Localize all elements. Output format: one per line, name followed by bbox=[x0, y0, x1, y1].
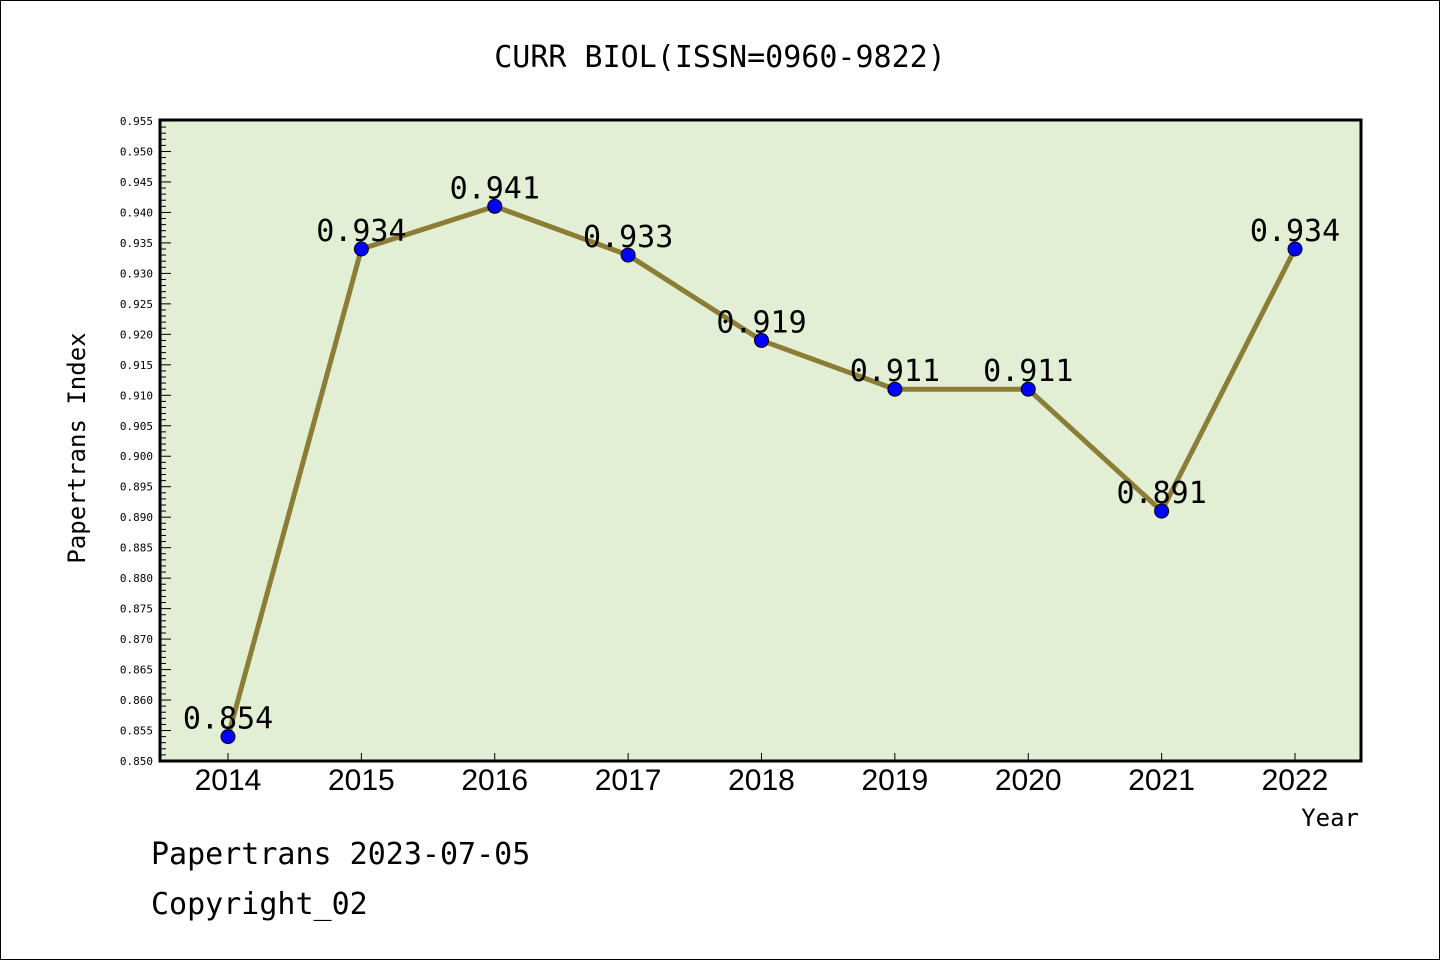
y-axis-ticks: 0.850 0.855 0.860 0.865 0.870 0.875 0.880 0.885… bbox=[120, 115, 171, 768]
y-tick-label: 0.890 bbox=[120, 511, 153, 524]
y-tick-label: 0.865 bbox=[120, 664, 153, 677]
data-point bbox=[353, 241, 369, 257]
y-tick-label: 0.885 bbox=[120, 542, 153, 555]
x-tick-label: 2018 bbox=[728, 764, 795, 797]
y-tick-label: 0.855 bbox=[120, 725, 153, 738]
y-tick-label: 0.950 bbox=[120, 145, 153, 158]
data-label: 0.941 bbox=[450, 171, 540, 206]
data-labels: 0.854 0.934 0.941 0.933 0.919 0.911 0.911 0.891… bbox=[183, 171, 1340, 736]
y-tick-label: 0.945 bbox=[120, 176, 153, 189]
data-point bbox=[1154, 503, 1170, 519]
y-tick-label: 0.925 bbox=[120, 298, 153, 311]
y-tick-label: 0.880 bbox=[120, 572, 153, 585]
x-tick-label: 2015 bbox=[328, 764, 395, 797]
series-layer bbox=[220, 198, 1303, 745]
x-tick-label: 2019 bbox=[862, 764, 929, 797]
data-label: 0.934 bbox=[316, 214, 406, 249]
x-tick-label: 2022 bbox=[1262, 764, 1329, 797]
y-tick-label: 0.935 bbox=[120, 237, 153, 250]
x-tick-label: 2014 bbox=[195, 764, 262, 797]
y-tick-label: 0.900 bbox=[120, 450, 153, 463]
x-axis-label: Year bbox=[1301, 804, 1359, 832]
y-tick-label: 0.905 bbox=[120, 420, 153, 433]
y-tick-label: 0.940 bbox=[120, 206, 153, 219]
data-point bbox=[1287, 241, 1303, 257]
y-tick-label: 0.860 bbox=[120, 694, 153, 707]
footer-date: Papertrans 2023-07-05 bbox=[151, 837, 530, 872]
data-point bbox=[754, 332, 769, 348]
data-label: 0.911 bbox=[983, 354, 1073, 389]
data-point bbox=[887, 381, 903, 397]
x-tick-label: 2016 bbox=[461, 764, 528, 797]
data-label: 0.934 bbox=[1250, 214, 1340, 249]
x-axis-ticks: 2014 2015 2016 2017 2018 2019 2020 2021 2022 bbox=[195, 753, 1329, 797]
data-point bbox=[220, 729, 236, 745]
footer-copyright: Copyright_02 bbox=[151, 887, 368, 922]
x-tick-label: 2021 bbox=[1128, 764, 1195, 797]
data-point bbox=[487, 198, 503, 214]
y-tick-label: 0.910 bbox=[120, 389, 153, 402]
y-tick-label: 0.930 bbox=[120, 267, 153, 280]
y-tick-label: 0.955 bbox=[120, 115, 153, 128]
y-tick-label: 0.920 bbox=[120, 328, 153, 341]
data-label: 0.854 bbox=[183, 702, 273, 737]
x-tick-label: 2017 bbox=[595, 764, 662, 797]
y-tick-label: 0.875 bbox=[120, 603, 153, 616]
y-axis-label: Papertrans Index bbox=[63, 332, 91, 563]
plot-area bbox=[158, 118, 1363, 763]
data-label: 0.891 bbox=[1116, 476, 1206, 511]
data-label: 0.919 bbox=[716, 305, 806, 340]
chart-title: CURR BIOL(ISSN=0960-9822) bbox=[494, 40, 946, 75]
data-point bbox=[620, 247, 636, 263]
x-tick-label: 2020 bbox=[995, 764, 1062, 797]
y-tick-label: 0.895 bbox=[120, 481, 153, 494]
data-point bbox=[1020, 381, 1036, 397]
y-tick-label: 0.870 bbox=[120, 633, 153, 646]
y-tick-label: 0.850 bbox=[120, 755, 153, 768]
data-label: 0.911 bbox=[850, 354, 940, 389]
y-tick-label: 0.915 bbox=[120, 359, 153, 372]
data-label: 0.933 bbox=[583, 220, 673, 255]
